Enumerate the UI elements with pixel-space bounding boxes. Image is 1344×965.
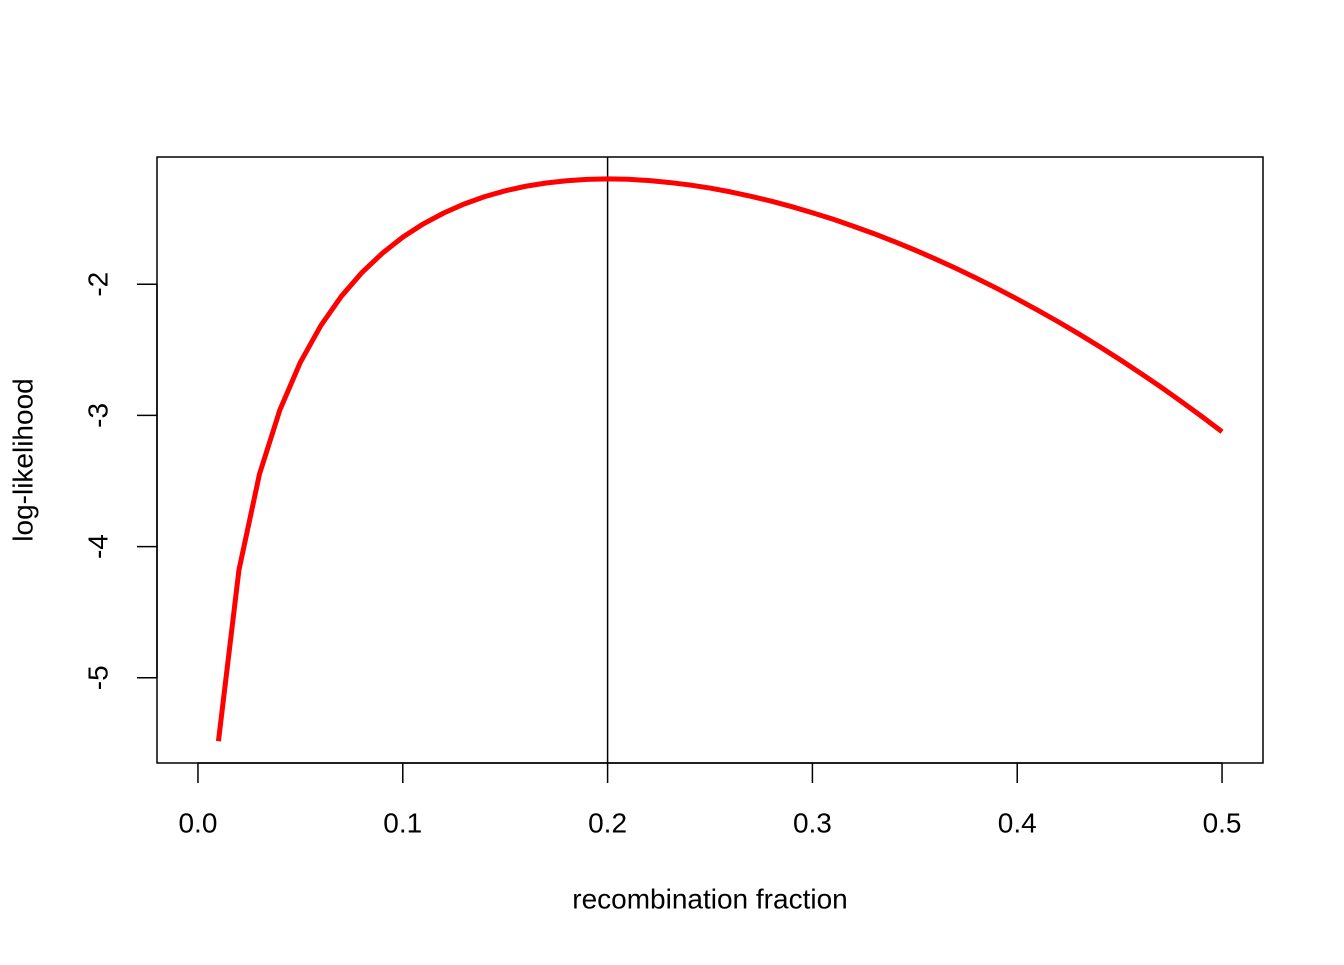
x-tick-label: 0.3 <box>793 807 832 838</box>
x-tick-label: 0.1 <box>383 807 422 838</box>
y-tick-label: -2 <box>82 272 113 297</box>
y-tick-label: -4 <box>82 534 113 559</box>
x-tick-label: 0.4 <box>998 807 1037 838</box>
plot-frame <box>156 156 1264 764</box>
x-tick-label: 0.5 <box>1203 807 1242 838</box>
y-tick-label: -3 <box>82 403 113 428</box>
x-tick-label: 0.0 <box>178 807 217 838</box>
data-line <box>215 176 1224 742</box>
x-tick-label: 0.2 <box>588 807 627 838</box>
y-axis-title: log-likelihood <box>7 378 38 541</box>
x-axis-title: recombination fraction <box>572 883 847 914</box>
y-tick-label: -5 <box>82 665 113 690</box>
